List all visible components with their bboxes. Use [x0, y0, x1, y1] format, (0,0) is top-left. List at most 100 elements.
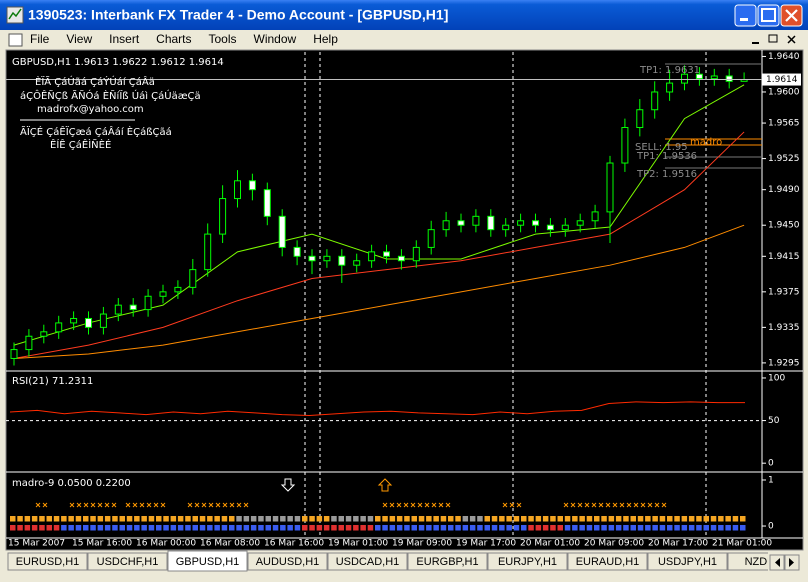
- symbol-tab[interactable]: [167, 550, 248, 572]
- signal-cross: [146, 502, 152, 508]
- minimize-button[interactable]: [734, 4, 757, 27]
- signal-square: [455, 516, 461, 522]
- signal-square: [163, 516, 169, 522]
- child-close[interactable]: [787, 35, 796, 44]
- trend-square: [163, 525, 169, 531]
- signal-cross: [132, 502, 138, 508]
- candle-body: [621, 127, 629, 164]
- menu-item[interactable]: File: [30, 32, 50, 46]
- trend-square: [659, 525, 666, 531]
- signal-square: [134, 516, 140, 522]
- signal-square: [637, 516, 644, 522]
- menu-item[interactable]: Window: [254, 32, 297, 46]
- trend-square: [740, 525, 746, 531]
- candle-body: [397, 255, 405, 262]
- signal-square: [389, 516, 396, 522]
- menu-item[interactable]: Charts: [156, 32, 191, 46]
- candle-body: [368, 251, 376, 262]
- candle-body: [681, 73, 688, 84]
- signal-square: [258, 516, 264, 522]
- candle-body: [234, 180, 241, 200]
- y-tick-label: 0: [768, 522, 774, 532]
- trend-square: [455, 525, 461, 531]
- maximize-button[interactable]: [757, 4, 780, 27]
- symbol-tab[interactable]: [727, 552, 807, 571]
- candle-body: [383, 251, 390, 257]
- menu-item[interactable]: View: [66, 32, 92, 46]
- candle-body: [204, 233, 212, 271]
- signal-square: [250, 516, 257, 522]
- symbol-tab[interactable]: [87, 552, 168, 571]
- y-tick-label: 1.9295: [768, 358, 800, 368]
- menu-item[interactable]: Insert: [109, 32, 140, 46]
- signal-square: [623, 516, 629, 522]
- trend-square: [579, 525, 585, 531]
- trend-square: [10, 525, 16, 531]
- signal-square: [31, 516, 38, 522]
- signal-cross: [605, 502, 611, 508]
- signal-cross: [619, 502, 625, 508]
- close-button[interactable]: [780, 4, 803, 27]
- symbol-tab[interactable]: [327, 552, 408, 571]
- trend-square: [667, 525, 673, 531]
- signal-cross: [222, 502, 228, 508]
- signal-cross: [215, 502, 221, 508]
- trend-square: [90, 525, 96, 531]
- trend-square: [448, 525, 454, 531]
- trend-square: [134, 525, 140, 531]
- symbol-tab[interactable]: [247, 552, 328, 571]
- signal-square: [375, 516, 381, 522]
- signal-square: [601, 516, 607, 522]
- candle-body: [591, 211, 599, 222]
- menu-item[interactable]: Help: [313, 32, 338, 46]
- trend-square: [389, 525, 396, 531]
- price-label-box: [762, 73, 801, 86]
- trend-square: [433, 525, 439, 531]
- signal-square: [674, 516, 680, 522]
- x-tick-label: 21 Mar 01:00: [712, 539, 772, 549]
- child-restore[interactable]: [768, 34, 778, 43]
- trend-square: [294, 525, 301, 531]
- trend-square: [112, 525, 118, 531]
- trend-square: [411, 525, 417, 531]
- tab-scroll-left-glyph: [775, 558, 780, 567]
- y-tick-label: 1.9640: [768, 52, 800, 62]
- symbol-tab[interactable]: [567, 552, 648, 571]
- signal-square: [448, 516, 454, 522]
- signal-square: [579, 516, 585, 522]
- signal-cross: [76, 502, 82, 508]
- symbol-tab[interactable]: [487, 552, 568, 571]
- signal-square: [659, 516, 666, 522]
- signal-square: [572, 516, 578, 522]
- symbol-tab[interactable]: [7, 552, 88, 571]
- symbol-tab-label: EURAUD,H1: [576, 556, 640, 568]
- trend-square: [83, 525, 89, 531]
- signal-cross: [153, 502, 159, 508]
- x-tick-label: 19 Mar 17:00: [456, 539, 516, 549]
- trend-square: [345, 525, 352, 531]
- y-tick-label: 100: [768, 373, 785, 383]
- signal-cross: [90, 502, 96, 508]
- signal-square: [221, 516, 228, 522]
- moving-average: [13, 224, 745, 359]
- menu-item[interactable]: Tools: [209, 32, 237, 46]
- trend-square: [703, 525, 709, 531]
- symbol-tab[interactable]: [647, 552, 728, 571]
- signal-cross: [438, 502, 444, 508]
- y-tick-label: 1.9565: [768, 119, 800, 129]
- signal-square: [148, 516, 155, 522]
- signal-square: [718, 516, 724, 522]
- y-tick-label: 1.9600: [768, 87, 800, 97]
- trend-square: [126, 525, 133, 531]
- trend-square: [645, 525, 651, 531]
- trend-square: [396, 525, 403, 531]
- signal-cross: [69, 502, 75, 508]
- trend-square: [104, 525, 111, 531]
- trend-square: [462, 525, 469, 531]
- symbol-tab[interactable]: [407, 552, 488, 571]
- signal-square: [126, 516, 133, 522]
- y-tick-label: 1.9450: [768, 221, 800, 231]
- trend-square: [185, 525, 191, 531]
- signal-square: [53, 516, 60, 522]
- trend-square: [17, 525, 23, 531]
